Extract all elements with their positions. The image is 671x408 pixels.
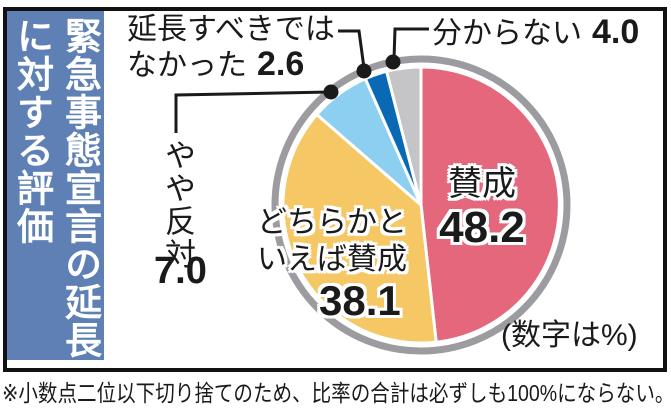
value-dont-know: 4.0 <box>592 13 640 51</box>
label-should-not-have-extended-line2: なかった 2.6 <box>127 45 305 83</box>
leader-dot-somewhat-oppose <box>323 84 339 100</box>
leader-line-should-not-have-extended <box>338 29 366 69</box>
footnote: ※小数点二位以下切り捨てのため、比率の合計は必ずしも100%にならない。 <box>2 380 671 406</box>
label-somewhat-agree: どちらかと いえば賛成 38.1 <box>257 206 407 324</box>
page-title-column-1: 緊急事態宣言の延長 <box>59 17 101 359</box>
label-should-not-have-extended-line1: 延長すべきでは <box>127 13 335 46</box>
unit-note: (数字は%) <box>501 319 638 352</box>
pie-slice-agree <box>419 65 561 344</box>
page-title-column-2: に対する評価 <box>11 17 53 245</box>
leader-line-dont-know <box>392 27 429 60</box>
label-should-not-have-extended: 延長すべきでは なかった 2.6 <box>127 12 335 83</box>
value-somewhat-agree: 38.1 <box>319 277 401 324</box>
pie-slice-dont-know <box>385 65 423 207</box>
pie-slice-somewhat-agree <box>281 113 438 345</box>
leader-line-somewhat-oppose <box>174 90 331 133</box>
label-somewhat-oppose: やや反対 <box>160 139 195 271</box>
leader-dot-dont-know <box>385 54 401 70</box>
page-title: 緊急事態宣言の延長 に対する評価 <box>8 11 104 360</box>
label-dont-know: 分からない 4.0 <box>432 13 640 51</box>
value-should-not-have-extended: 2.6 <box>257 45 305 83</box>
title-sidebar: 緊急事態宣言の延長 に対する評価 <box>7 11 104 360</box>
leader-dot-should-not-have-extended <box>356 63 372 79</box>
value-somewhat-oppose: 7.0 <box>154 250 207 292</box>
label-agree: 賛成 48.2 <box>432 164 532 252</box>
value-agree: 48.2 <box>439 203 525 252</box>
